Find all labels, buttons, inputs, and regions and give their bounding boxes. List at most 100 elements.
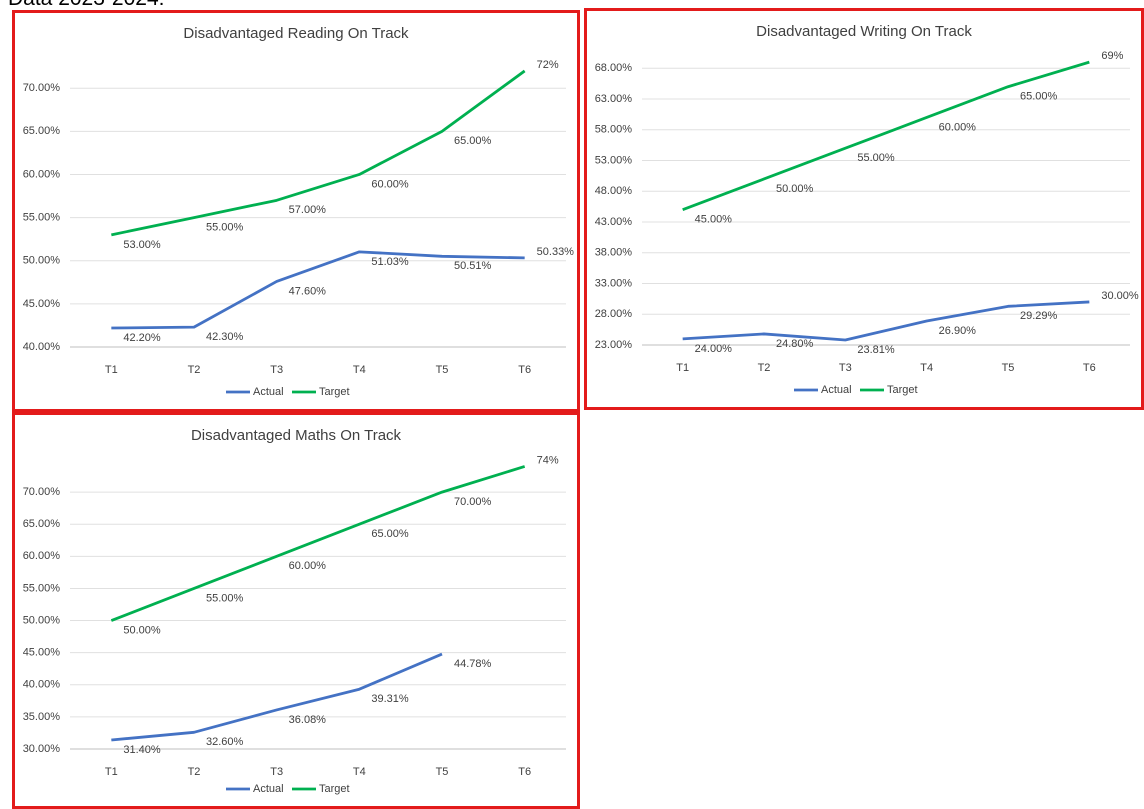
data-label: 30.00% — [1101, 290, 1139, 302]
data-label: 65.00% — [1020, 91, 1058, 103]
chart: Disadvantaged Maths On Track 30.00% 35.00%… — [12, 412, 580, 809]
y-tick-label: 28.00% — [595, 308, 633, 320]
legend-label: Actual — [253, 783, 284, 795]
data-label: 55.00% — [857, 152, 895, 164]
data-label: 42.20% — [123, 332, 161, 344]
y-tick-label: 40.00% — [23, 679, 61, 691]
data-label: 29.29% — [1020, 310, 1058, 322]
chart-frame — [12, 10, 580, 412]
chart-title: Disadvantaged Writing On Track — [756, 23, 972, 40]
data-label: 50.00% — [776, 183, 814, 195]
y-tick-label: 68.00% — [595, 62, 633, 74]
data-label: 47.60% — [289, 285, 327, 297]
x-tick-label: T3 — [839, 362, 852, 374]
y-tick-label: 55.00% — [23, 212, 61, 224]
data-label: 26.90% — [939, 325, 977, 337]
x-tick-label: T3 — [270, 364, 283, 376]
x-tick-label: T1 — [105, 364, 118, 376]
y-tick-label: 60.00% — [23, 168, 61, 180]
y-tick-label: 50.00% — [23, 255, 61, 267]
x-tick-label: T6 — [1083, 362, 1096, 374]
y-tick-label: 53.00% — [595, 154, 633, 166]
y-tick-label: 63.00% — [595, 93, 633, 105]
data-label: 55.00% — [206, 222, 244, 234]
x-tick-label: T2 — [758, 362, 771, 374]
data-label: 70.00% — [454, 496, 492, 508]
series-line — [111, 69, 526, 237]
series-line — [110, 465, 526, 622]
y-tick-label: 33.00% — [595, 277, 633, 289]
data-label: 45.00% — [695, 214, 733, 226]
data-label: 36.08% — [289, 714, 327, 726]
y-tick-label: 38.00% — [595, 247, 633, 259]
y-tick-label: 45.00% — [23, 298, 61, 310]
chart-title: Disadvantaged Maths On Track — [191, 427, 402, 444]
data-label: 55.00% — [206, 592, 244, 604]
y-tick-label: 50.00% — [23, 614, 61, 626]
data-label: 32.60% — [206, 736, 244, 748]
x-tick-label: T5 — [436, 364, 449, 376]
y-tick-label: 30.00% — [23, 743, 61, 755]
series-line — [682, 60, 1090, 212]
y-tick-label: 58.00% — [595, 124, 633, 136]
x-tick-label: T4 — [353, 766, 366, 778]
y-tick-label: 65.00% — [23, 125, 61, 137]
y-tick-label: 45.00% — [23, 647, 61, 659]
legend-label: Target — [319, 783, 350, 795]
y-tick-label: 60.00% — [23, 550, 61, 562]
y-tick-label: 35.00% — [23, 711, 61, 723]
data-label: 42.30% — [206, 331, 244, 343]
x-tick-label: T3 — [270, 766, 283, 778]
data-label: 53.00% — [123, 239, 161, 251]
legend-label: Actual — [253, 386, 284, 398]
data-label: 74% — [537, 454, 559, 466]
y-tick-label: 65.00% — [23, 518, 61, 530]
x-tick-label: T5 — [436, 766, 449, 778]
x-tick-label: T5 — [1002, 362, 1015, 374]
x-tick-label: T2 — [188, 766, 201, 778]
data-label: 57.00% — [289, 204, 327, 216]
data-label: 50.00% — [123, 624, 161, 636]
legend-label: Target — [319, 386, 350, 398]
y-tick-label: 48.00% — [595, 185, 633, 197]
data-label: 23.81% — [857, 344, 895, 356]
data-label: 24.00% — [695, 343, 733, 355]
data-label: 39.31% — [371, 693, 409, 705]
data-label: 69% — [1101, 50, 1123, 62]
data-label: 44.78% — [454, 658, 492, 670]
series-line — [111, 250, 525, 330]
x-tick-label: T6 — [518, 766, 531, 778]
series-line — [682, 300, 1090, 342]
data-label: 50.33% — [537, 246, 575, 258]
chart: Disadvantaged Writing On Track 23.00% 28.0… — [584, 8, 1144, 410]
x-tick-label: T4 — [920, 362, 933, 374]
y-tick-label: 70.00% — [23, 82, 61, 94]
page-header: Data 2023-2024: — [8, 0, 164, 11]
data-label: 65.00% — [371, 528, 409, 540]
x-tick-label: T1 — [676, 362, 689, 374]
chart: Disadvantaged Reading On Track 40.00% 45.0… — [12, 10, 580, 412]
data-label: 51.03% — [371, 256, 409, 268]
y-tick-label: 23.00% — [595, 339, 633, 351]
legend-label: Target — [887, 384, 918, 396]
y-tick-label: 70.00% — [23, 486, 61, 498]
y-tick-label: 43.00% — [595, 216, 633, 228]
data-label: 50.51% — [454, 260, 492, 272]
data-label: 24.80% — [776, 338, 814, 350]
data-label: 65.00% — [454, 135, 492, 147]
data-label: 60.00% — [939, 121, 977, 133]
x-tick-label: T6 — [518, 364, 531, 376]
data-label: 72% — [537, 59, 559, 71]
chart-frame — [584, 8, 1144, 410]
chart-frame — [12, 412, 580, 809]
legend-label: Actual — [821, 384, 852, 396]
x-tick-label: T2 — [188, 364, 201, 376]
data-label: 60.00% — [371, 178, 409, 190]
y-tick-label: 55.00% — [23, 582, 61, 594]
y-tick-label: 40.00% — [23, 341, 61, 353]
chart-title: Disadvantaged Reading On Track — [183, 25, 409, 42]
series-line — [111, 652, 443, 742]
x-tick-label: T1 — [105, 766, 118, 778]
